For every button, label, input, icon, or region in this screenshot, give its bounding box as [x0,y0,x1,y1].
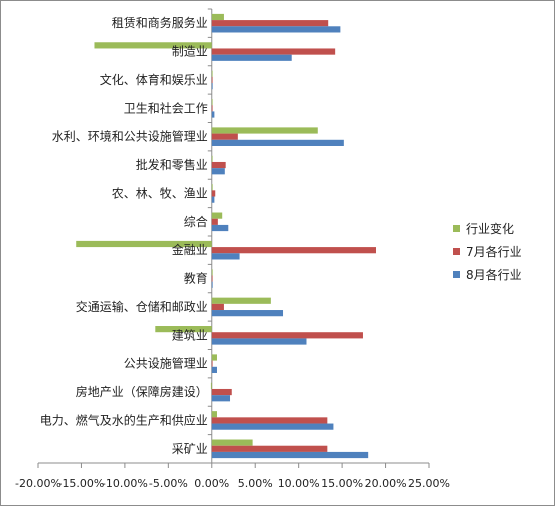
category-label: 教育 [184,271,208,286]
x-tick-label: -10.00% [102,477,148,490]
bar [211,253,240,260]
bar [211,168,225,175]
bar [155,326,212,333]
category-label: 交通运输、仓储和邮政业 [76,299,208,314]
bar [211,439,253,446]
category-label: 批发和零售业 [136,157,208,172]
bar [76,240,212,248]
bar [211,48,336,55]
bar [211,212,223,219]
bar [211,190,216,197]
bar [211,417,328,424]
bar [211,423,334,430]
bar [211,218,218,225]
bar [211,269,213,276]
bar [211,26,341,33]
bar [211,133,238,140]
bar [211,303,224,311]
legend-label: 7月各行业 [466,244,522,259]
category-label: 卫生和社会工作 [124,100,208,115]
bar [211,184,213,191]
x-tick-label: -5.00% [149,477,188,490]
bar [211,395,231,402]
category-label: 文化、体育和娱乐业 [100,72,208,87]
bar [211,161,226,169]
bar [211,310,284,317]
legend-label: 行业变化 [466,221,514,236]
bar [211,139,344,146]
bar [211,360,213,367]
bar [211,155,213,162]
bar [211,338,307,345]
category-label: 采矿业 [172,442,208,456]
bar [211,224,229,232]
x-tick-label: 15.00% [321,477,363,490]
bar [211,54,292,61]
bar [211,411,217,418]
category-label: 金融业 [172,242,208,257]
bar [211,111,215,118]
bar [211,275,213,282]
bar [94,42,212,49]
bar [211,99,213,106]
category-label: 农、林、牧、渔业 [112,186,208,200]
bar [211,20,329,27]
category-label: 公共设施管理业 [124,356,208,371]
category-label: 电力、燃气及水的生产和供应业 [40,412,208,427]
bar [211,388,232,396]
x-tick-label: 0.00% [194,477,229,490]
category-label: 制造业 [172,45,208,59]
legend-label: 8月各行业 [466,267,522,282]
bar [210,382,212,389]
x-tick-label: 25.00% [408,477,450,490]
bar [211,281,213,288]
bar [211,76,213,84]
x-tick-label: 10.00% [278,477,320,490]
bar [211,332,363,339]
x-tick-label: -20.00% [15,477,61,490]
bar [211,105,213,112]
bar [211,297,271,304]
legend-swatch [453,248,460,255]
bar [211,13,224,21]
bar [211,83,213,90]
category-label: 水利、环境和公共设施管理业 [52,129,208,144]
bar [211,70,213,77]
category-label: 建筑业 [172,327,208,342]
bar [211,366,217,373]
bar [211,451,369,459]
x-tick-label: 5.00% [238,477,273,490]
x-tick-label: -15.00% [58,477,104,490]
legend-swatch [453,271,460,278]
bar [211,196,215,203]
bar [211,445,328,452]
legend-swatch [453,225,460,232]
category-label: 综合 [184,214,208,229]
x-tick-label: 20.00% [365,477,407,490]
category-label: 租赁和商务服务业 [112,15,208,30]
bar [211,247,376,254]
category-label: 房地产业（保障房建设） [76,384,208,399]
bar [211,354,217,361]
bar [211,127,318,134]
